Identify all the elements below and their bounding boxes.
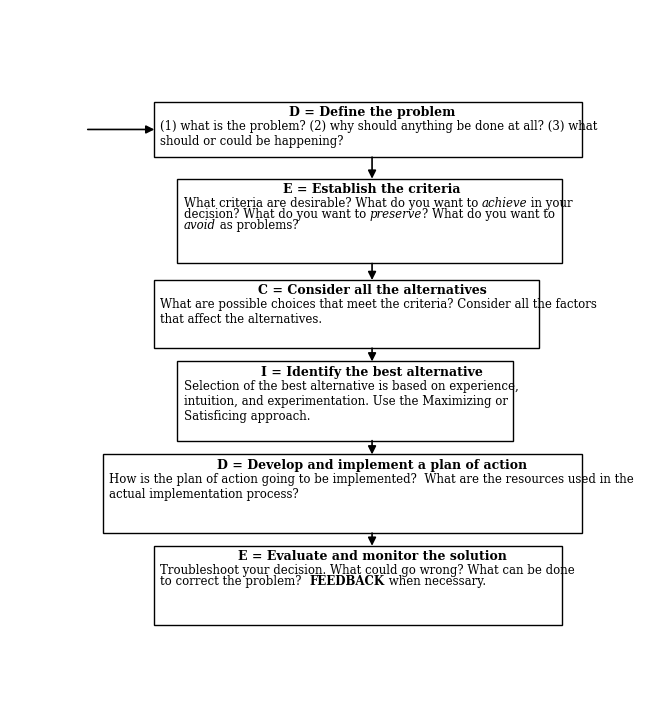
Bar [177, 362, 513, 441]
Text: FEEDBACK: FEEDBACK [309, 575, 385, 588]
Text: D = Develop and implement a plan of action: D = Develop and implement a plan of acti… [217, 459, 527, 472]
Text: preserve: preserve [369, 208, 422, 221]
Text: C = Consider all the alternatives: C = Consider all the alternatives [258, 285, 486, 298]
Bar [103, 454, 582, 533]
Bar [155, 280, 539, 348]
Bar [177, 179, 562, 263]
Text: as problems?: as problems? [215, 219, 298, 232]
Text: D = Define the problem: D = Define the problem [289, 106, 455, 119]
Text: in your: in your [527, 197, 573, 210]
Text: Troubleshoot your decision. What could go wrong? What can be done: Troubleshoot your decision. What could g… [161, 564, 575, 577]
Text: when necessary.: when necessary. [385, 575, 486, 588]
Text: achieve: achieve [482, 197, 527, 210]
Text: What criteria are desirable? What do you want to: What criteria are desirable? What do you… [184, 197, 482, 210]
Text: Selection of the best alternative is based on experience,
intuition, and experim: Selection of the best alternative is bas… [184, 380, 518, 423]
Bar [155, 546, 562, 625]
Text: How is the plan of action going to be implemented?  What are the resources used : How is the plan of action going to be im… [109, 472, 634, 500]
Text: decision? What do you want to: decision? What do you want to [184, 208, 369, 221]
Text: E = Establish the criteria: E = Establish the criteria [284, 183, 461, 196]
Text: ? What do you want to: ? What do you want to [422, 208, 555, 221]
Text: I = Identify the best alternative: I = Identify the best alternative [261, 366, 483, 379]
Text: to correct the problem?: to correct the problem? [161, 575, 309, 588]
Bar [155, 102, 582, 157]
Text: (1) what is the problem? (2) why should anything be done at all? (3) what
should: (1) what is the problem? (2) why should … [161, 120, 598, 148]
Text: What are possible choices that meet the criteria? Consider all the factors
that : What are possible choices that meet the … [161, 298, 598, 326]
Text: avoid: avoid [184, 219, 215, 232]
Text: E = Evaluate and monitor the solution: E = Evaluate and monitor the solution [237, 550, 506, 563]
